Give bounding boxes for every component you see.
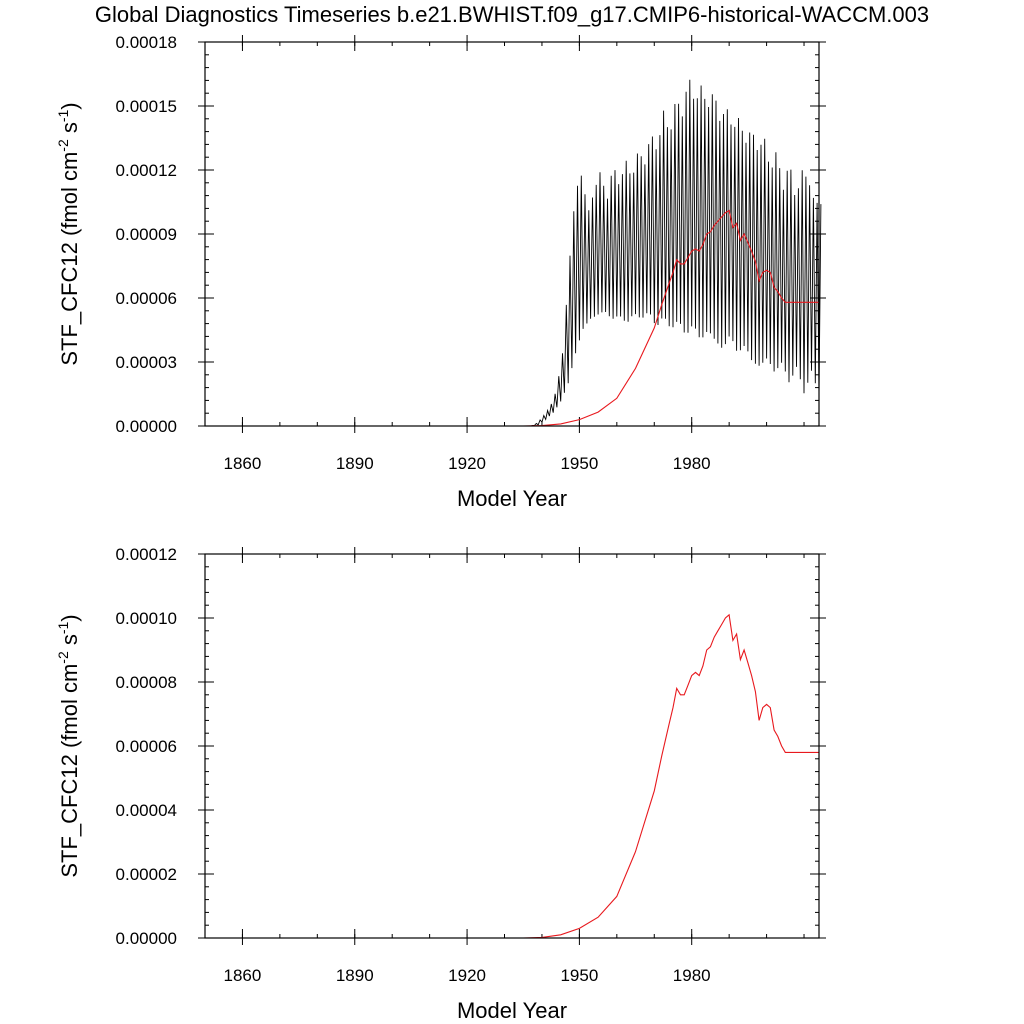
y-tick-label: 0.00006: [116, 289, 177, 308]
x-tick-label: 1860: [224, 454, 262, 473]
y-tick-label: 0.00008: [116, 673, 177, 692]
y-tick-label: 0.00015: [116, 97, 177, 116]
y-tick-label: 0.00000: [116, 417, 177, 436]
chart-bottom: 1860 1890 1920 1950 1980 0.00000 0.00002 0.0000…: [55, 545, 826, 1023]
y-tick-label: 0.00018: [116, 33, 177, 52]
y-tick-label: 0.00012: [116, 545, 177, 564]
x-axis-title: Model Year: [457, 998, 567, 1023]
chart-top: 1860 1890 1920 1950 1980 0.00000 0.00003 0.0000…: [55, 33, 826, 511]
x-tick-label: 1890: [336, 454, 374, 473]
y-tick-label: 0.00012: [116, 161, 177, 180]
x-axis-title: Model Year: [457, 486, 567, 511]
y-tick-label: 0.00004: [116, 801, 177, 820]
y-tick-label: 0.00000: [116, 929, 177, 948]
y-axis-title: STF_CFC12 (fmol cm-2 s-1): [55, 102, 82, 365]
series-line-monthly: [205, 79, 822, 427]
x-tick-label: 1980: [673, 454, 711, 473]
x-tick-label: 1980: [673, 966, 711, 985]
x-tick-label: 1950: [560, 966, 598, 985]
plot-frame: [204, 41, 820, 427]
y-tick-label: 0.00003: [116, 353, 177, 372]
y-tick-label: 0.00010: [116, 609, 177, 628]
x-tick-label: 1950: [560, 454, 598, 473]
page-title: Global Diagnostics Timeseries b.e21.BWHI…: [94, 2, 930, 27]
x-tick-label: 1920: [448, 966, 486, 985]
y-tick-label: 0.00009: [116, 225, 177, 244]
x-tick-label: 1890: [336, 966, 374, 985]
x-tick-label: 1920: [448, 454, 486, 473]
series-line-annual: [205, 613, 819, 939]
series-line-annual: [205, 209, 819, 427]
x-tick-label: 1860: [224, 966, 262, 985]
y-tick-label: 0.00006: [116, 737, 177, 756]
y-tick-label: 0.00002: [116, 865, 177, 884]
y-axis-title: STF_CFC12 (fmol cm-2 s-1): [55, 614, 82, 877]
plot-frame: [204, 553, 820, 939]
